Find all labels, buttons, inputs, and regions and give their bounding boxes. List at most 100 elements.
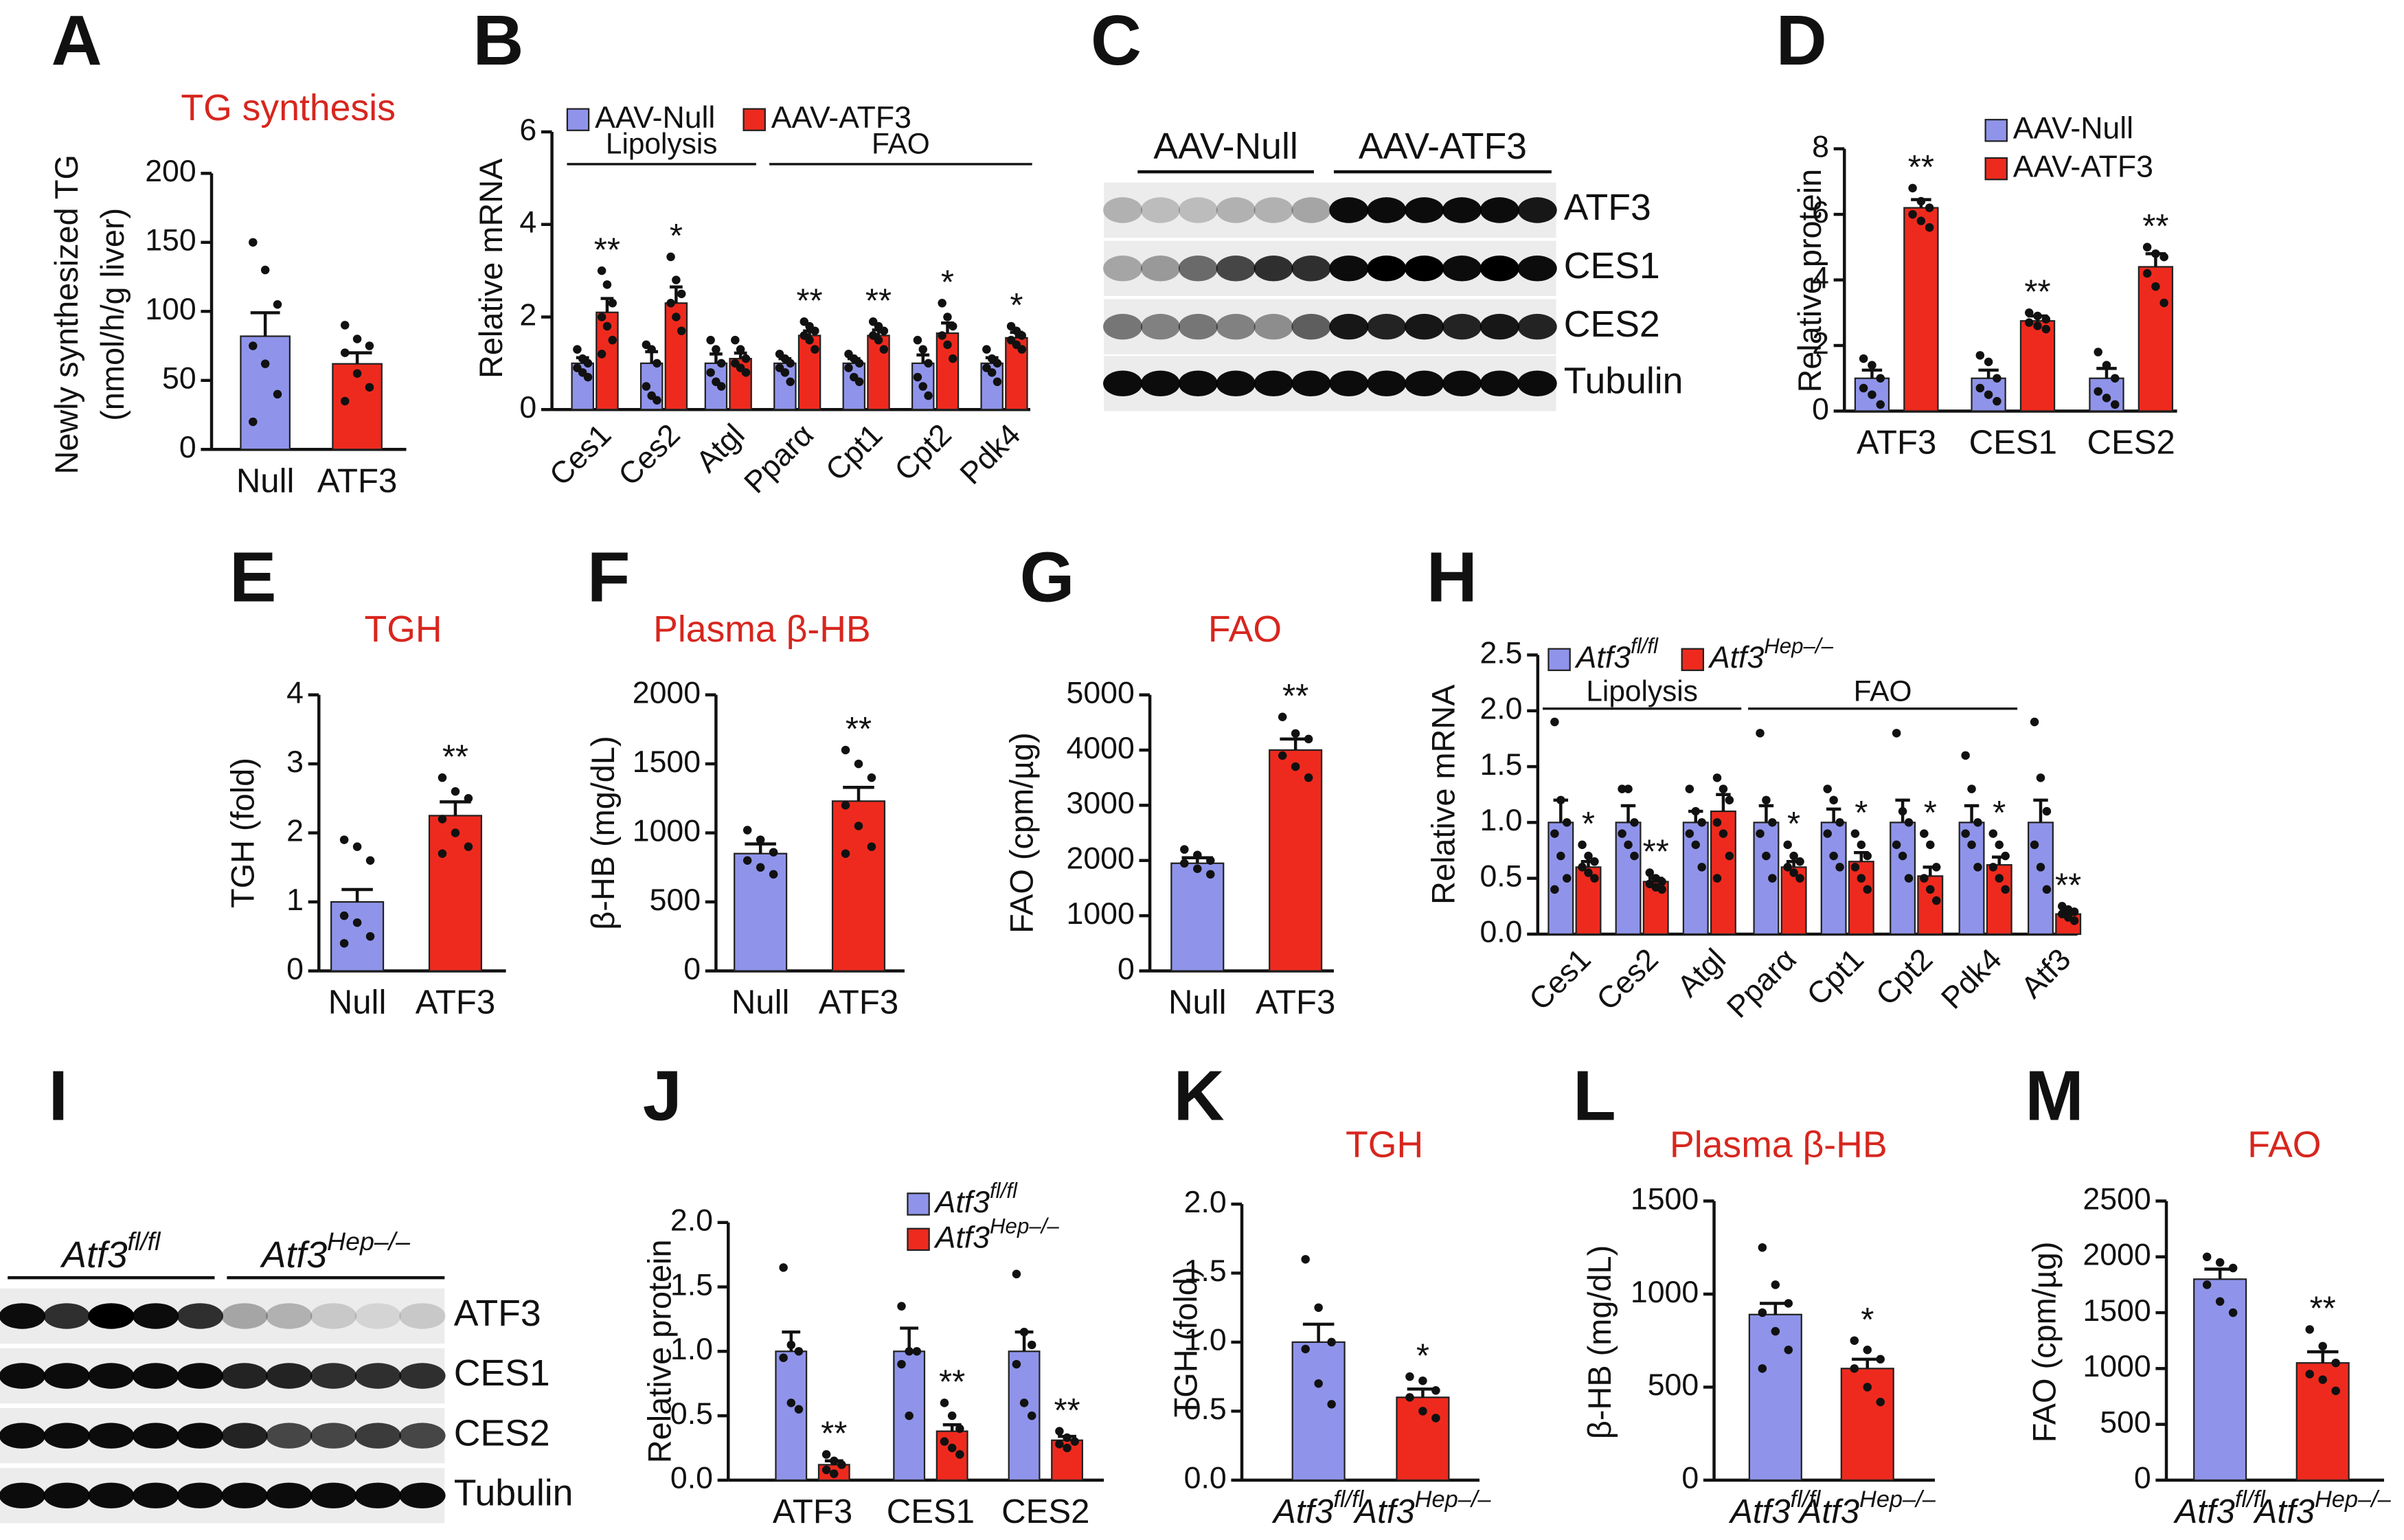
blot-band bbox=[354, 1363, 401, 1389]
data-point bbox=[1789, 851, 1798, 861]
data-point bbox=[1063, 1443, 1071, 1453]
data-point bbox=[1931, 896, 1941, 905]
blot-band bbox=[310, 1423, 357, 1449]
y-tick-label: 1000 bbox=[633, 814, 701, 848]
data-point bbox=[1995, 840, 2004, 850]
panel-letter: A bbox=[52, 1, 102, 80]
y-tick-label: 500 bbox=[2100, 1405, 2151, 1439]
legend-swatch bbox=[1681, 648, 1705, 671]
data-point bbox=[918, 345, 927, 354]
band-label: CES2 bbox=[1564, 304, 1660, 345]
data-point bbox=[2036, 863, 2045, 872]
data-point bbox=[821, 1450, 831, 1459]
data-point bbox=[1431, 1414, 1440, 1423]
data-point bbox=[2094, 348, 2102, 356]
significance: ** bbox=[442, 738, 468, 775]
data-point bbox=[2318, 1375, 2327, 1384]
data-point bbox=[1973, 863, 1982, 872]
y-tick-label: 1500 bbox=[2083, 1294, 2151, 1328]
data-point bbox=[2151, 282, 2160, 291]
y-tick-label: 150 bbox=[145, 224, 196, 258]
y-tick-label: 2 bbox=[286, 814, 304, 848]
data-point bbox=[731, 335, 740, 345]
blot-band bbox=[132, 1423, 179, 1449]
x-tick-label: ATF3 bbox=[317, 462, 397, 499]
blot-band bbox=[88, 1423, 135, 1449]
significance: * bbox=[1924, 795, 1937, 832]
significance: * bbox=[1787, 806, 1800, 843]
data-point bbox=[2033, 311, 2042, 321]
panel-letter: D bbox=[1776, 1, 1827, 80]
data-point bbox=[940, 1399, 949, 1407]
significance: ** bbox=[2024, 273, 2050, 310]
data-point bbox=[1926, 840, 1935, 850]
data-point bbox=[716, 359, 726, 368]
data-point bbox=[1863, 1383, 1872, 1392]
data-point bbox=[779, 1263, 788, 1272]
data-point bbox=[2318, 1341, 2327, 1351]
data-point bbox=[1193, 864, 1202, 874]
data-point bbox=[874, 335, 883, 345]
legend-label: AAV-ATF3 bbox=[2013, 150, 2153, 183]
x-tick-label-base: Atf3 bbox=[2173, 1493, 2235, 1530]
data-point bbox=[2215, 1258, 2225, 1267]
data-point bbox=[1783, 840, 1792, 850]
data-point bbox=[1070, 1437, 1079, 1446]
data-point bbox=[653, 359, 661, 368]
data-point bbox=[2001, 885, 2010, 894]
blot-band bbox=[88, 1363, 135, 1389]
x-tick-label-base: Atf3 bbox=[1352, 1493, 1414, 1530]
data-point bbox=[938, 331, 946, 340]
data-point bbox=[340, 321, 350, 330]
data-point bbox=[924, 391, 933, 400]
blot-band bbox=[1367, 197, 1407, 223]
data-point bbox=[249, 341, 258, 350]
data-point bbox=[1055, 1440, 1064, 1449]
x-tick-label-sup: Hep–/– bbox=[1859, 1486, 1936, 1513]
data-point bbox=[1180, 845, 1189, 854]
data-point bbox=[897, 1302, 906, 1311]
blot-band bbox=[1178, 256, 1218, 282]
data-point bbox=[666, 252, 675, 262]
legend-label: Atf3fl/fl bbox=[1574, 634, 1659, 675]
data-point bbox=[1418, 1376, 1427, 1385]
data-point bbox=[2305, 1370, 2314, 1379]
data-point bbox=[597, 350, 606, 359]
y-tick-label: 2 bbox=[1812, 327, 1829, 361]
panel-letter: K bbox=[1173, 1056, 1224, 1135]
data-point bbox=[2202, 1252, 2212, 1262]
data-point bbox=[1657, 885, 1666, 894]
blot-band bbox=[0, 1303, 46, 1329]
data-point bbox=[1904, 874, 1914, 883]
y-tick-label: 4000 bbox=[1066, 732, 1134, 765]
data-point bbox=[583, 359, 593, 368]
legend-swatch bbox=[1547, 648, 1571, 671]
data-point bbox=[786, 359, 795, 368]
y-tick-label: 0.5 bbox=[1184, 1392, 1227, 1426]
panel-letter: J bbox=[643, 1056, 682, 1135]
data-point bbox=[1850, 829, 1860, 838]
data-point bbox=[1327, 1337, 1336, 1347]
data-point bbox=[1291, 762, 1300, 771]
data-point bbox=[786, 377, 795, 387]
data-point bbox=[2042, 806, 2052, 816]
legend-label: AAV-Null bbox=[595, 101, 715, 135]
data-point bbox=[805, 335, 814, 345]
y-tick-label: 1500 bbox=[1631, 1182, 1699, 1216]
data-point bbox=[769, 848, 778, 857]
data-point bbox=[1975, 351, 1985, 360]
data-point bbox=[949, 354, 957, 363]
significance: ** bbox=[865, 282, 892, 319]
blot-band bbox=[354, 1482, 401, 1508]
data-point bbox=[2030, 840, 2039, 850]
data-point bbox=[1017, 331, 1026, 340]
blot-band bbox=[1216, 370, 1256, 397]
data-point bbox=[1850, 863, 1860, 872]
data-point bbox=[608, 335, 617, 345]
y-axis-label: Newly synthesized TG bbox=[49, 155, 84, 475]
y-tick-label: 1000 bbox=[1066, 897, 1134, 931]
data-point bbox=[1768, 874, 1777, 883]
data-point bbox=[1685, 829, 1694, 838]
y-tick-label: 2.0 bbox=[670, 1204, 713, 1238]
